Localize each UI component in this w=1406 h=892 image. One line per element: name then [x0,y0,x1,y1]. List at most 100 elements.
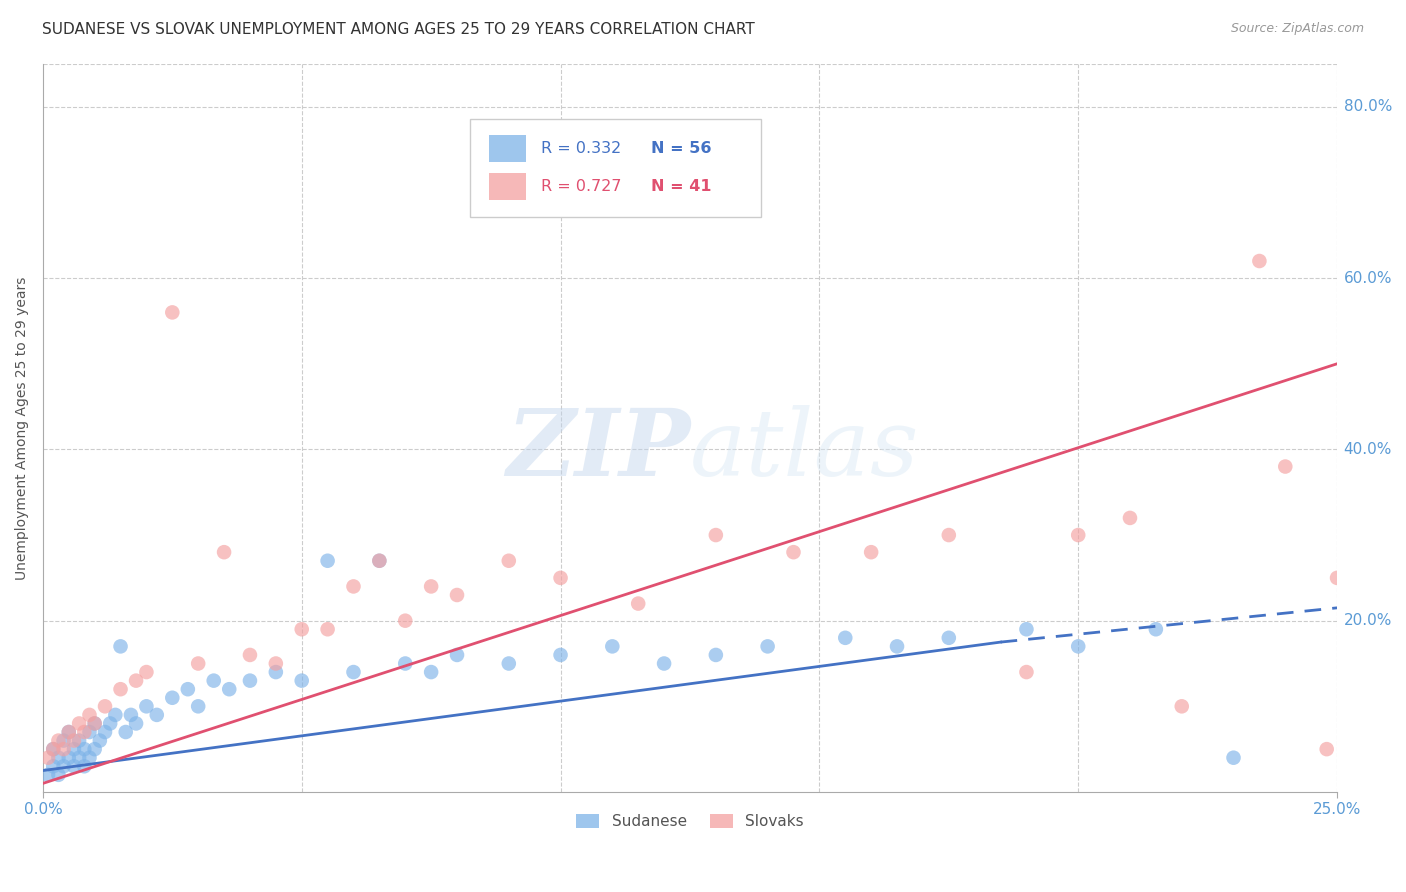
Text: Source: ZipAtlas.com: Source: ZipAtlas.com [1230,22,1364,36]
Legend: Sudanese, Slovaks: Sudanese, Slovaks [571,807,810,835]
Point [1015,665,1038,679]
Point [316,554,339,568]
Point [37,750,59,764]
Point [73,725,96,739]
Point [368,554,391,568]
Point [627,597,650,611]
Point [98,716,121,731]
Point [264,665,287,679]
Y-axis label: Unemployment Among Ages 25 to 29 years: Unemployment Among Ages 25 to 29 years [15,277,30,580]
Point [1274,459,1296,474]
Point [498,554,520,568]
Point [177,682,200,697]
Point [83,742,105,756]
Point [1119,511,1142,525]
Point [37,768,59,782]
Point [58,750,80,764]
Point [342,579,364,593]
Point [394,657,416,671]
FancyBboxPatch shape [489,172,526,200]
Point [52,742,75,756]
Point [498,657,520,671]
Point [704,528,727,542]
Point [218,682,240,697]
Point [446,588,468,602]
Point [239,648,262,662]
FancyBboxPatch shape [470,119,761,217]
Text: atlas: atlas [690,405,920,495]
Point [782,545,804,559]
Point [368,554,391,568]
Text: R = 0.727: R = 0.727 [541,179,621,194]
Point [162,305,184,319]
Point [83,716,105,731]
Point [52,759,75,773]
Point [83,716,105,731]
Point [52,733,75,747]
Point [291,673,314,688]
Point [79,725,101,739]
Point [291,622,314,636]
Point [63,742,86,756]
Point [264,657,287,671]
Point [420,579,443,593]
Point [42,742,65,756]
Point [48,733,70,747]
Point [1067,640,1090,654]
Point [162,690,184,705]
Text: ZIP: ZIP [506,405,690,495]
Point [42,759,65,773]
Point [58,725,80,739]
Point [239,673,262,688]
Point [342,665,364,679]
Point [1144,622,1167,636]
Point [1067,528,1090,542]
Point [550,648,572,662]
FancyBboxPatch shape [489,135,526,162]
Point [938,631,960,645]
Point [212,545,235,559]
Point [104,707,127,722]
Point [834,631,856,645]
Point [63,759,86,773]
Point [114,725,136,739]
Point [756,640,779,654]
Point [187,657,209,671]
Point [73,759,96,773]
Text: R = 0.332: R = 0.332 [541,141,621,156]
Point [67,750,90,764]
Text: 60.0%: 60.0% [1344,270,1392,285]
Point [67,733,90,747]
Point [48,768,70,782]
Point [550,571,572,585]
Text: 40.0%: 40.0% [1344,442,1392,457]
Text: N = 56: N = 56 [651,141,711,156]
Point [120,707,142,722]
Point [67,716,90,731]
Point [94,699,117,714]
Point [1222,750,1244,764]
Point [202,673,225,688]
Point [48,750,70,764]
Point [135,665,157,679]
Point [394,614,416,628]
Point [860,545,883,559]
Point [1015,622,1038,636]
Point [63,733,86,747]
Text: SUDANESE VS SLOVAK UNEMPLOYMENT AMONG AGES 25 TO 29 YEARS CORRELATION CHART: SUDANESE VS SLOVAK UNEMPLOYMENT AMONG AG… [42,22,755,37]
Point [42,742,65,756]
Point [1249,254,1271,268]
Point [135,699,157,714]
Point [420,665,443,679]
Text: 80.0%: 80.0% [1344,99,1392,114]
Point [446,648,468,662]
Text: N = 41: N = 41 [651,179,711,194]
Point [58,725,80,739]
Text: 20.0%: 20.0% [1344,613,1392,628]
Point [110,682,132,697]
Point [146,707,169,722]
Point [652,657,675,671]
Point [187,699,209,714]
Point [94,725,117,739]
Point [79,707,101,722]
